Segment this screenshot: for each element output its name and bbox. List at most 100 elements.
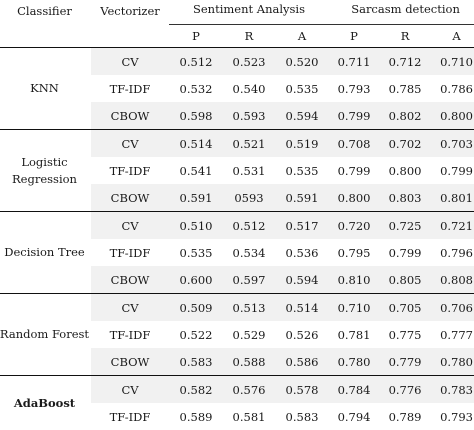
value-cell: 0.796	[431, 239, 474, 266]
header-row-groups: Classifier Vectorizer Sentiment Analysis…	[0, 0, 474, 25]
value-cell: 0.785	[379, 75, 431, 102]
value-cell: 0.531	[223, 157, 275, 184]
value-cell: 0.521	[223, 130, 275, 158]
value-cell: 0.517	[275, 212, 329, 240]
value-cell: 0.532	[169, 75, 223, 102]
value-cell: 0.786	[431, 75, 474, 102]
value-cell: 0.783	[431, 376, 474, 404]
vectorizer-cell: CBOW	[91, 348, 169, 376]
value-cell: 0.780	[431, 348, 474, 376]
value-cell: 0.779	[379, 348, 431, 376]
results-table-page: Classifier Vectorizer Sentiment Analysis…	[0, 0, 474, 418]
value-cell: 0.520	[275, 48, 329, 76]
vectorizer-cell: TF-IDF	[91, 75, 169, 102]
value-cell: 0.526	[275, 321, 329, 348]
value-cell: 0.725	[379, 212, 431, 240]
col-header: R	[223, 25, 275, 48]
value-cell: 0.535	[275, 75, 329, 102]
value-cell: 0.583	[275, 403, 329, 430]
value-cell: 0.582	[169, 376, 223, 404]
value-cell: 0.721	[431, 212, 474, 240]
vectorizer-cell: CV	[91, 212, 169, 240]
vectorizer-cell: CV	[91, 376, 169, 404]
vectorizer-cell: CV	[91, 294, 169, 322]
value-cell: 0.808	[431, 266, 474, 294]
value-cell: 0.509	[169, 294, 223, 322]
value-cell: 0.540	[223, 75, 275, 102]
value-cell: 0.529	[223, 321, 275, 348]
col-header: R	[379, 25, 431, 48]
value-cell: 0.594	[275, 102, 329, 130]
value-cell: 0.512	[223, 212, 275, 240]
value-cell: 0.523	[223, 48, 275, 76]
value-cell: 0.593	[223, 102, 275, 130]
value-cell: 0.710	[431, 48, 474, 76]
value-cell: 0.536	[275, 239, 329, 266]
value-cell: 0.799	[329, 102, 379, 130]
value-cell: 0.711	[329, 48, 379, 76]
value-cell: 0.598	[169, 102, 223, 130]
value-cell: 0.513	[223, 294, 275, 322]
value-cell: 0.800	[379, 157, 431, 184]
value-cell: 0.535	[169, 239, 223, 266]
value-cell: 0.589	[169, 403, 223, 430]
vectorizer-cell: CBOW	[91, 266, 169, 294]
value-cell: 0.600	[169, 266, 223, 294]
vectorizer-cell: CBOW	[91, 184, 169, 212]
value-cell: 0.720	[329, 212, 379, 240]
value-cell: 0.799	[431, 157, 474, 184]
vectorizer-cell: TF-IDF	[91, 403, 169, 430]
value-cell: 0.793	[329, 75, 379, 102]
value-cell: 0.706	[431, 294, 474, 322]
value-cell: 0593	[223, 184, 275, 212]
classifier-name-line: Logistic	[0, 154, 91, 171]
value-cell: 0.534	[223, 239, 275, 266]
value-cell: 0.781	[329, 321, 379, 348]
value-cell: 0.784	[329, 376, 379, 404]
col-header: A	[275, 25, 329, 48]
value-cell: 0.510	[169, 212, 223, 240]
value-cell: 0.708	[329, 130, 379, 158]
value-cell: 0.802	[379, 102, 431, 130]
value-cell: 0.702	[379, 130, 431, 158]
value-cell: 0.705	[379, 294, 431, 322]
value-cell: 0.519	[275, 130, 329, 158]
classifier-name-line: Decision Tree	[0, 244, 91, 261]
value-cell: 0.712	[379, 48, 431, 76]
value-cell: 0.597	[223, 266, 275, 294]
value-cell: 0.583	[169, 348, 223, 376]
vectorizer-cell: CBOW	[91, 102, 169, 130]
value-cell: 0.777	[431, 321, 474, 348]
value-cell: 0.594	[275, 266, 329, 294]
value-cell: 0.591	[169, 184, 223, 212]
value-cell: 0.578	[275, 376, 329, 404]
col-header: A	[431, 25, 474, 48]
value-cell: 0.776	[379, 376, 431, 404]
value-cell: 0.581	[223, 403, 275, 430]
value-cell: 0.775	[379, 321, 431, 348]
value-cell: 0.789	[379, 403, 431, 430]
vectorizer-cell: TF-IDF	[91, 157, 169, 184]
value-cell: 0.514	[275, 294, 329, 322]
value-cell: 0.710	[329, 294, 379, 322]
classifier-name: AdaBoost	[0, 376, 91, 430]
value-cell: 0.795	[329, 239, 379, 266]
group-header-sarcasm: Sarcasm detection	[329, 0, 474, 25]
vectorizer-cell: TF-IDF	[91, 239, 169, 266]
value-cell: 0.794	[329, 403, 379, 430]
value-cell: 0.799	[379, 239, 431, 266]
value-cell: 0.800	[431, 102, 474, 130]
value-cell: 0.588	[223, 348, 275, 376]
classifier-name-line: AdaBoost	[0, 395, 91, 412]
value-cell: 0.793	[431, 403, 474, 430]
value-cell: 0.514	[169, 130, 223, 158]
value-cell: 0.801	[431, 184, 474, 212]
group-header-sentiment: Sentiment Analysis	[169, 0, 329, 25]
vectorizer-cell: CV	[91, 130, 169, 158]
